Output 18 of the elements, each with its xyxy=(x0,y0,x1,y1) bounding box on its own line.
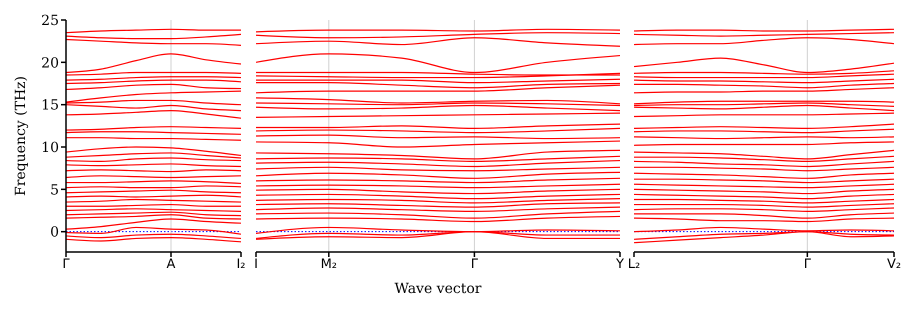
x-axis-title: Wave vector xyxy=(394,281,482,297)
y-tick-label: 0 xyxy=(50,224,59,241)
x-tick-label: L₂ xyxy=(628,257,640,272)
y-tick-label: 5 xyxy=(50,182,59,198)
x-tick-label: A xyxy=(166,257,176,272)
y-axis-title: Frequency (THz) xyxy=(12,76,29,196)
y-tick-label: 15 xyxy=(41,98,59,114)
x-tick-label: I xyxy=(254,257,258,272)
x-tick-label: Y xyxy=(615,257,624,272)
y-tick-label: 10 xyxy=(41,140,59,156)
x-tick-label: Γ xyxy=(804,257,812,272)
y-tick-label: 25 xyxy=(41,12,59,29)
x-tick-label: V₂ xyxy=(886,257,902,272)
x-tick-label: Γ xyxy=(470,257,479,272)
x-tick-label: M₂ xyxy=(320,257,338,272)
x-tick-label: I₂ xyxy=(236,257,246,272)
y-tick-label: 20 xyxy=(41,55,59,72)
x-tick-label: Γ xyxy=(62,257,70,272)
